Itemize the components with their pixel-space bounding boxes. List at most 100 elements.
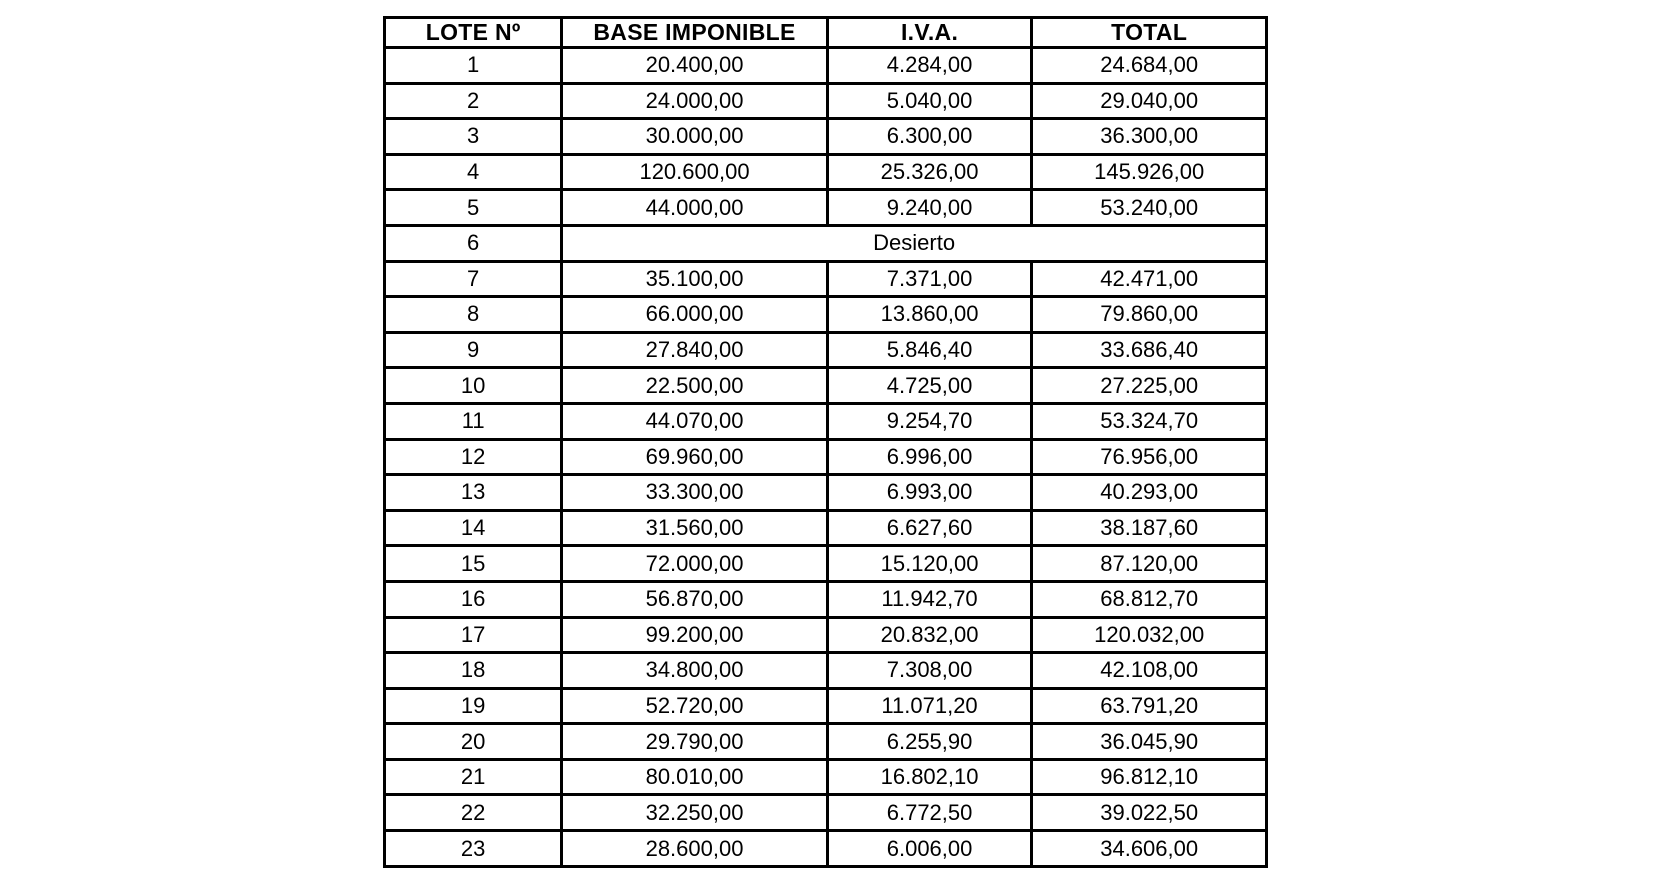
iva-cell: 15.120,00	[825, 544, 1034, 583]
total-cell: 53.324,70	[1030, 401, 1268, 441]
table-row: 11 44.070,00 9.254,70 53.324,70	[382, 401, 1268, 441]
table-row: 18 34.800,00 7.308,00 42.108,00	[382, 651, 1268, 690]
lote-cell: 7	[382, 259, 564, 299]
table-row: 15 72.000,00 15.120,00 87.120,00	[382, 544, 1268, 583]
total-cell: 36.045,90	[1030, 722, 1268, 761]
lote-cell: 9	[382, 330, 564, 370]
iva-cell: 7.308,00	[825, 651, 1034, 690]
total-cell: 24.684,00	[1030, 46, 1268, 85]
iva-cell: 13.860,00	[825, 295, 1034, 334]
total-cell: 39.022,50	[1030, 793, 1268, 833]
base-imponible-cell: 33.300,00	[560, 473, 829, 512]
base-imponible-cell: 30.000,00	[560, 117, 829, 156]
base-imponible-cell: 35.100,00	[560, 259, 829, 299]
iva-cell: 6.255,90	[825, 722, 1034, 761]
lote-cell: 17	[382, 615, 564, 655]
base-imponible-cell: 20.400,00	[560, 46, 829, 85]
total-cell: 120.032,00	[1030, 615, 1268, 655]
table-row: 2 24.000,00 5.040,00 29.040,00	[382, 81, 1268, 121]
lote-cell: 16	[382, 579, 564, 619]
iva-cell: 6.300,00	[825, 117, 1034, 156]
lote-cell: 22	[382, 793, 564, 833]
lote-cell: 12	[382, 437, 564, 477]
table-row: 10 22.500,00 4.725,00 27.225,00	[382, 366, 1268, 405]
lote-cell: 15	[382, 544, 564, 583]
iva-cell: 6.993,00	[825, 473, 1034, 512]
iva-cell: 4.725,00	[825, 366, 1034, 405]
iva-cell: 6.006,00	[825, 829, 1034, 868]
table-row: 8 66.000,00 13.860,00 79.860,00	[382, 295, 1268, 334]
table-row: 16 56.870,00 11.942,70 68.812,70	[382, 579, 1268, 619]
iva-cell: 9.254,70	[825, 401, 1034, 441]
table-row: 19 52.720,00 11.071,20 63.791,20	[382, 686, 1268, 726]
base-imponible-cell: 22.500,00	[560, 366, 829, 405]
header-lote: LOTE Nº	[382, 16, 564, 49]
total-cell: 76.956,00	[1030, 437, 1268, 477]
iva-cell: 16.802,10	[825, 757, 1034, 797]
desierto-cell: Desierto	[560, 223, 1268, 263]
header-base: BASE IMPONIBLE	[560, 16, 829, 49]
total-cell: 42.471,00	[1030, 259, 1268, 299]
base-imponible-cell: 44.070,00	[560, 401, 829, 441]
lote-cell: 5	[382, 188, 564, 227]
base-imponible-cell: 120.600,00	[560, 152, 829, 192]
iva-cell: 7.371,00	[825, 259, 1034, 299]
total-cell: 42.108,00	[1030, 651, 1268, 690]
header-total: TOTAL	[1030, 16, 1268, 49]
iva-cell: 6.772,50	[825, 793, 1034, 833]
lote-cell: 20	[382, 722, 564, 761]
lote-cell: 4	[382, 152, 564, 192]
iva-cell: 5.846,40	[825, 330, 1034, 370]
table-row: 20 29.790,00 6.255,90 36.045,90	[382, 722, 1268, 761]
table-row: 13 33.300,00 6.993,00 40.293,00	[382, 473, 1268, 512]
lote-cell: 18	[382, 651, 564, 690]
table-row: 5 44.000,00 9.240,00 53.240,00	[382, 188, 1268, 227]
table-row: 21 80.010,00 16.802,10 96.812,10	[382, 757, 1268, 797]
total-cell: 29.040,00	[1030, 81, 1268, 121]
lote-cell: 23	[382, 829, 564, 868]
total-cell: 87.120,00	[1030, 544, 1268, 583]
base-imponible-cell: 52.720,00	[560, 686, 829, 726]
table-row: 9 27.840,00 5.846,40 33.686,40	[382, 330, 1268, 370]
table-row: 17 99.200,00 20.832,00 120.032,00	[382, 615, 1268, 655]
lote-cell: 10	[382, 366, 564, 405]
base-imponible-cell: 69.960,00	[560, 437, 829, 477]
total-cell: 53.240,00	[1030, 188, 1268, 227]
total-cell: 27.225,00	[1030, 366, 1268, 405]
lote-cell: 1	[382, 46, 564, 85]
base-imponible-cell: 28.600,00	[560, 829, 829, 868]
base-imponible-cell: 44.000,00	[560, 188, 829, 227]
table-row: 22 32.250,00 6.772,50 39.022,50	[382, 793, 1268, 833]
table-row: 6 Desierto	[382, 223, 1268, 263]
total-cell: 68.812,70	[1030, 579, 1268, 619]
base-imponible-cell: 99.200,00	[560, 615, 829, 655]
base-imponible-cell: 56.870,00	[560, 579, 829, 619]
base-imponible-cell: 66.000,00	[560, 295, 829, 334]
base-imponible-cell: 34.800,00	[560, 651, 829, 690]
base-imponible-cell: 80.010,00	[560, 757, 829, 797]
base-imponible-cell: 32.250,00	[560, 793, 829, 833]
lote-cell: 14	[382, 508, 564, 548]
lote-cell: 2	[382, 81, 564, 121]
total-cell: 36.300,00	[1030, 117, 1268, 156]
iva-cell: 5.040,00	[825, 81, 1034, 121]
table-row: 7 35.100,00 7.371,00 42.471,00	[382, 259, 1268, 299]
base-imponible-cell: 29.790,00	[560, 722, 829, 761]
lote-cell: 19	[382, 686, 564, 726]
lote-cell: 8	[382, 295, 564, 334]
table-body: 1 20.400,00 4.284,00 24.684,00 2 24.000,00 5.0…	[382, 46, 1268, 868]
table-row: 14 31.560,00 6.627,60 38.187,60	[382, 508, 1268, 548]
lote-cell: 13	[382, 473, 564, 512]
lote-cell: 21	[382, 757, 564, 797]
total-cell: 63.791,20	[1030, 686, 1268, 726]
table-row: 3 30.000,00 6.300,00 36.300,00	[382, 117, 1268, 156]
lots-table: LOTE Nº BASE IMPONIBLE I.V.A. TOTAL 1 20.…	[382, 16, 1268, 868]
iva-cell: 4.284,00	[825, 46, 1034, 85]
iva-cell: 11.071,20	[825, 686, 1034, 726]
header-iva: I.V.A.	[825, 16, 1034, 49]
total-cell: 34.606,00	[1030, 829, 1268, 868]
iva-cell: 25.326,00	[825, 152, 1034, 192]
iva-cell: 20.832,00	[825, 615, 1034, 655]
total-cell: 79.860,00	[1030, 295, 1268, 334]
header-row: LOTE Nº BASE IMPONIBLE I.V.A. TOTAL	[382, 16, 1268, 49]
